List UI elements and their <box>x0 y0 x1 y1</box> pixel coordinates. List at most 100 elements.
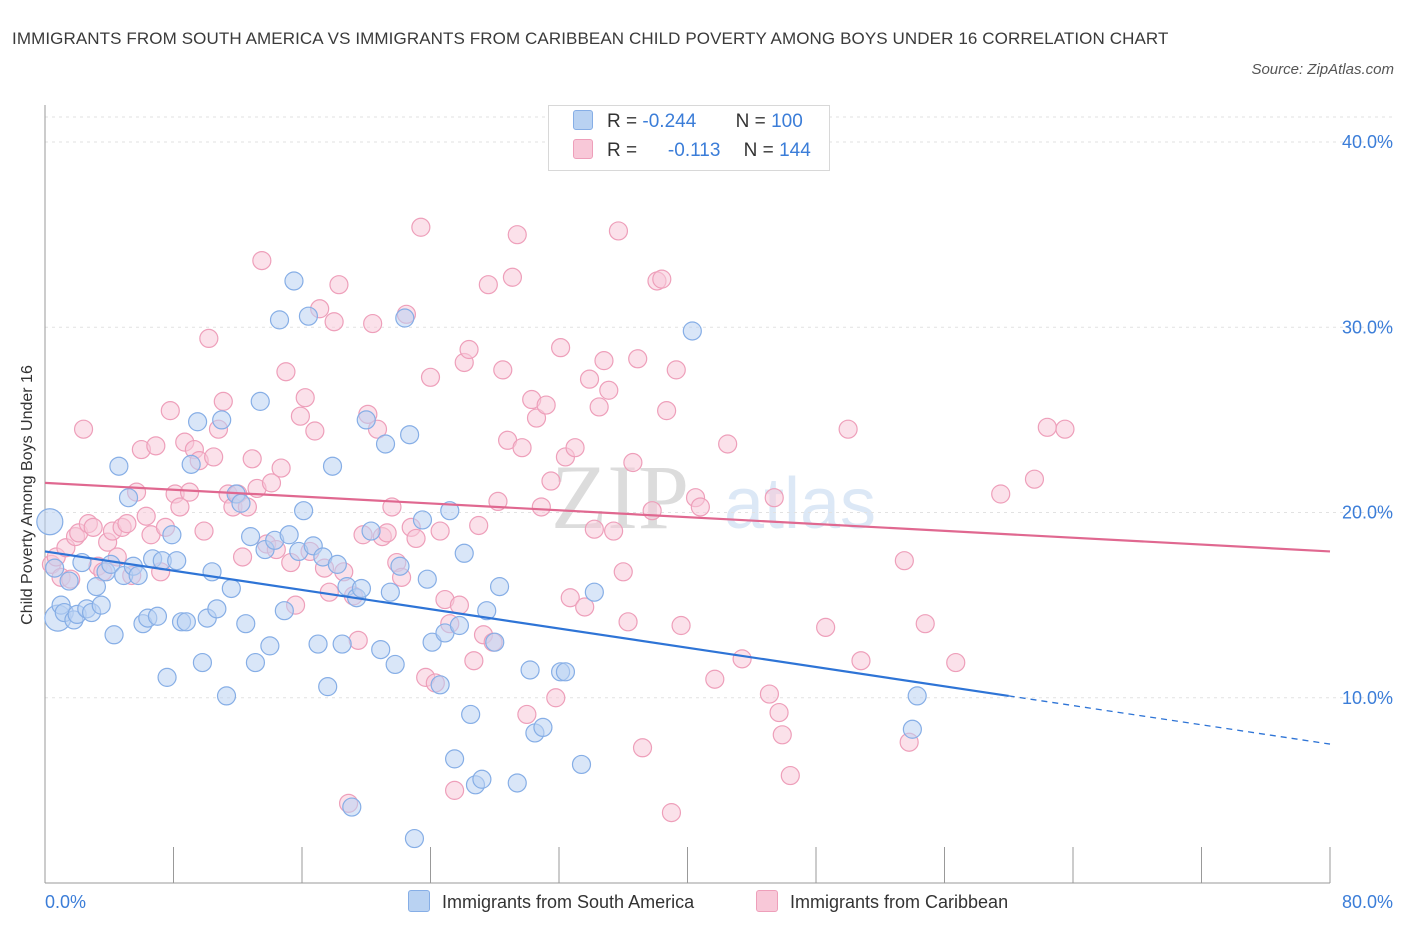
data-point-caribbean <box>444 780 465 800</box>
data-point-caribbean <box>459 339 479 360</box>
data-point-caribbean <box>608 221 629 241</box>
legend-n-label: N = <box>735 111 766 132</box>
data-point-caribbean <box>406 528 426 549</box>
data-point-caribbean <box>117 514 137 534</box>
data-point-caribbean <box>732 649 752 669</box>
data-point-caribbean <box>199 328 219 348</box>
data-point-south-america <box>167 551 187 571</box>
data-point-caribbean <box>764 488 784 508</box>
data-point-caribbean <box>493 360 513 380</box>
data-point-south-america <box>371 639 391 660</box>
data-point-caribbean <box>565 438 585 458</box>
data-point-caribbean <box>305 421 325 441</box>
data-point-south-america <box>440 501 460 521</box>
data-point-caribbean <box>536 395 556 415</box>
legend-n-value-caribbean: 144 <box>779 140 811 161</box>
data-point-south-america <box>477 601 497 621</box>
bottom-legend-swatch-south-america <box>408 890 430 912</box>
data-point-caribbean <box>160 401 180 421</box>
watermark-atlas: atlas <box>724 464 876 544</box>
data-point-south-america <box>400 425 420 445</box>
data-point-caribbean <box>170 497 190 517</box>
legend-swatch-south-america <box>573 110 593 130</box>
trend-lines <box>44 481 1331 745</box>
data-point-south-america <box>351 578 372 599</box>
data-point-south-america <box>118 488 139 508</box>
data-point-caribbean <box>478 275 498 295</box>
data-point-caribbean <box>136 506 156 526</box>
data-point-caribbean <box>915 614 935 634</box>
data-point-caribbean <box>1055 419 1075 439</box>
data-point-caribbean <box>526 408 547 428</box>
legend-r-label: R = <box>607 111 638 132</box>
data-point-caribbean <box>772 725 792 745</box>
data-point-caribbean <box>666 360 686 380</box>
y-tick-label: 30.0% <box>1342 317 1393 337</box>
data-point-south-america <box>231 493 251 513</box>
data-point-south-america <box>212 410 232 430</box>
data-point-south-america <box>422 632 442 652</box>
data-point-caribbean <box>464 651 484 671</box>
data-point-caribbean <box>838 419 858 439</box>
data-point-south-america <box>109 456 129 476</box>
data-point-caribbean <box>204 447 224 467</box>
data-point-caribbean <box>551 338 571 358</box>
data-point-south-america <box>454 543 474 563</box>
grid <box>45 116 1395 699</box>
data-point-south-america <box>192 652 213 673</box>
data-point-south-america <box>342 797 362 817</box>
data-point-south-america <box>104 625 124 645</box>
data-point-caribbean <box>541 471 561 491</box>
data-point-south-america <box>380 582 400 602</box>
data-point-south-america <box>236 614 256 634</box>
data-point-caribbean <box>661 803 682 823</box>
stats-legend: R = -0.244 N = 100 R = -0.113 N = 144 <box>548 105 830 171</box>
source-label: Source: ZipAtlas.com <box>1251 61 1394 78</box>
data-point-south-america <box>284 271 304 291</box>
data-point-south-america <box>533 717 553 738</box>
data-point-south-america <box>571 754 592 775</box>
legend-n-label: N = <box>743 140 774 161</box>
data-point-caribbean <box>671 615 691 636</box>
data-point-south-america <box>298 306 319 326</box>
data-point-caribbean <box>213 391 233 411</box>
bottom-legend-caribbean: Immigrants from Caribbean <box>756 890 1008 913</box>
data-point-south-america <box>318 677 338 697</box>
data-point-caribbean <box>377 523 397 543</box>
data-point-caribbean <box>991 484 1011 504</box>
legend-n-value-south-america: 100 <box>771 111 803 132</box>
data-point-caribbean <box>83 517 103 537</box>
data-point-caribbean <box>599 380 619 400</box>
data-point-south-america <box>294 501 314 521</box>
data-point-south-america <box>472 769 492 789</box>
data-point-caribbean <box>295 388 315 408</box>
data-point-caribbean <box>642 501 662 521</box>
legend-row-south-america: R = -0.244 N = 100 <box>573 110 803 138</box>
data-point-caribbean <box>232 547 253 567</box>
data-point-south-america <box>417 569 437 589</box>
legend-r-value-south-america: -0.244 <box>642 111 697 132</box>
data-point-caribbean <box>430 521 450 541</box>
data-point-caribbean <box>411 217 431 237</box>
data-point-caribbean <box>252 251 272 271</box>
data-point-south-america <box>36 508 64 536</box>
trend-line-caribbean <box>44 481 1331 553</box>
data-point-caribbean <box>290 406 310 426</box>
data-point-south-america <box>444 749 465 769</box>
data-point-caribbean <box>517 704 537 725</box>
data-point-south-america <box>682 321 702 341</box>
data-point-south-america <box>279 525 299 545</box>
data-point-south-america <box>395 308 415 328</box>
data-point-caribbean <box>690 497 710 517</box>
chart-title: IMMIGRANTS FROM SOUTH AMERICA VS IMMIGRA… <box>12 29 1169 48</box>
data-point-south-america <box>489 577 510 597</box>
data-point-caribbean <box>469 515 489 536</box>
data-point-south-america <box>430 675 450 695</box>
data-point-south-america <box>162 525 182 545</box>
data-point-caribbean <box>242 449 262 469</box>
data-point-caribbean <box>816 617 836 637</box>
data-point-south-america <box>241 527 261 547</box>
y-tick-label: 10.0% <box>1342 688 1393 708</box>
data-point-south-america <box>461 704 481 725</box>
data-point-south-america <box>157 667 177 687</box>
